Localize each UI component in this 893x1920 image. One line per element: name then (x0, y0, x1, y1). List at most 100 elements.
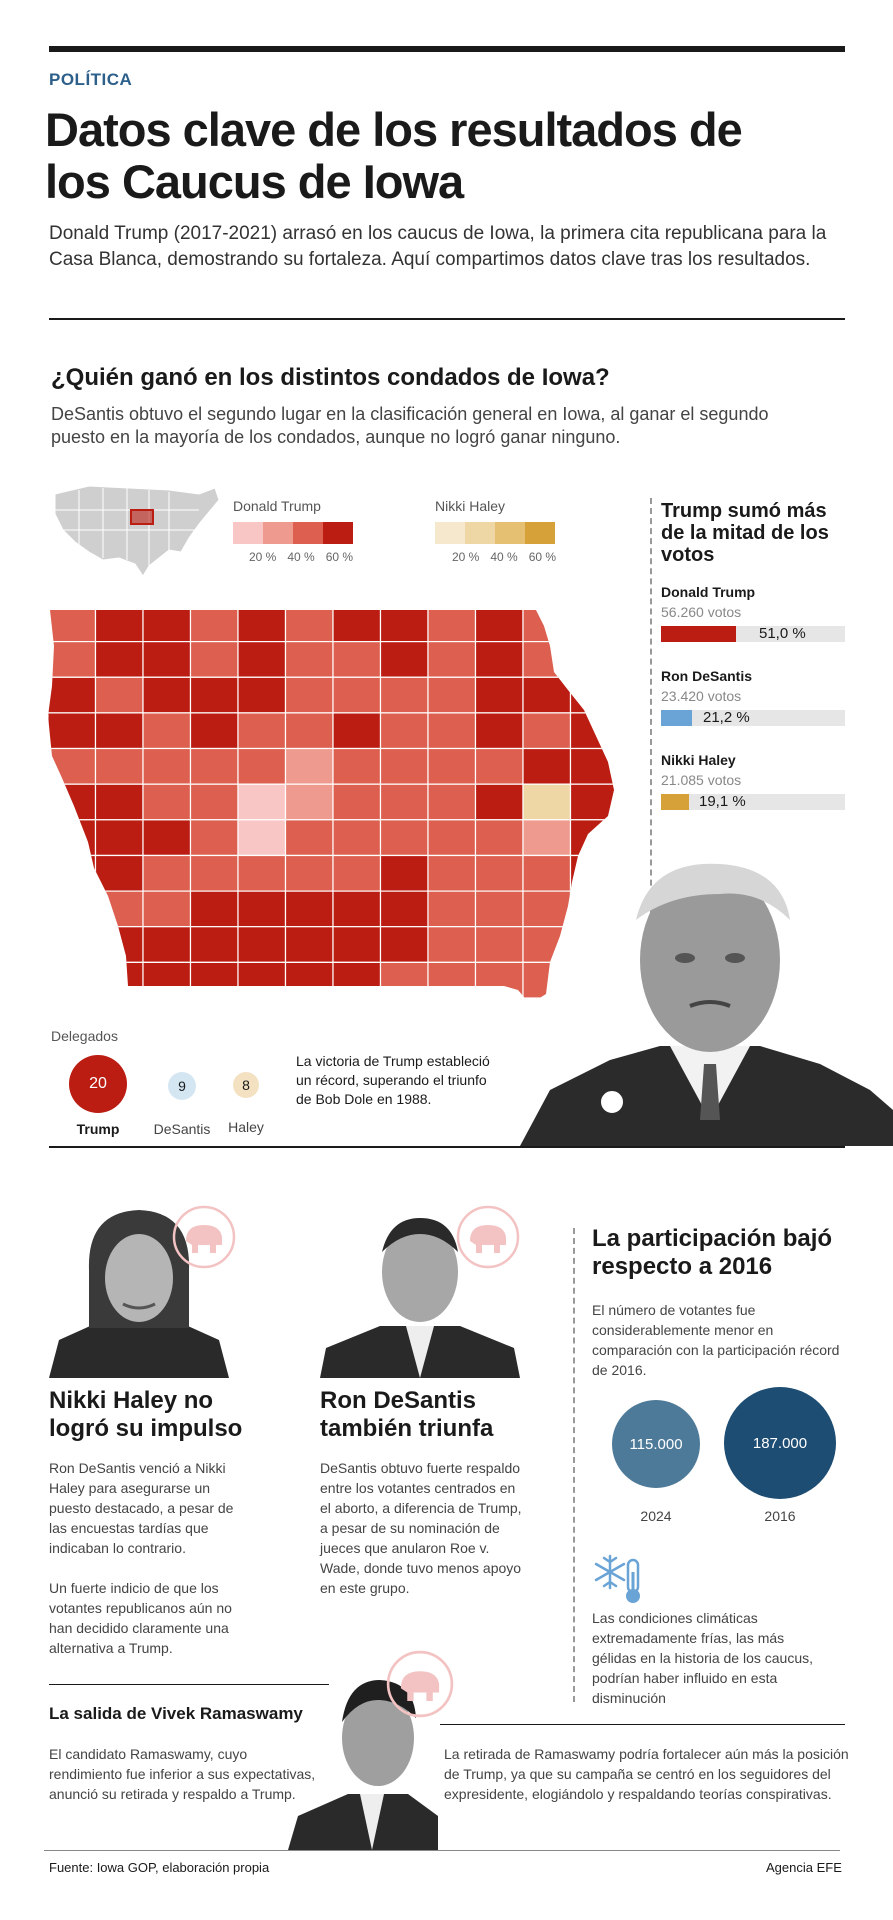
vivek-left-text: El candidato Ramaswamy, cuyo rendimiento… (49, 1746, 316, 1802)
county-shape (48, 712, 97, 750)
results-divider (650, 498, 652, 986)
county-shape (427, 676, 477, 714)
legend-swatch (323, 522, 353, 544)
legend-swatch (233, 522, 263, 544)
haley-paragraph-2: Un fuerte indicio de que los votantes re… (49, 1580, 232, 1656)
ramaswamy-portrait (288, 1680, 438, 1850)
county-shape (332, 610, 382, 643)
bubble-2016: 187.000 (724, 1387, 836, 1499)
county-shape (48, 854, 97, 892)
candidate-name: Nikki Haley (661, 752, 736, 768)
county-shape (332, 640, 382, 678)
desantis-paragraph: DeSantis obtuvo fuerte respaldo entre lo… (320, 1460, 522, 1596)
county-shape (94, 961, 144, 999)
county-shape (94, 890, 144, 928)
county-shape (379, 961, 429, 999)
county-shape (189, 854, 239, 892)
county-shape (427, 640, 477, 678)
county-shape (379, 819, 429, 857)
county-shape (284, 640, 334, 678)
delegate-name: Trump (76, 1121, 120, 1137)
county-shape (142, 926, 192, 963)
delegate-count: 8 (242, 1077, 250, 1093)
county-shape (284, 961, 334, 999)
county-shape (427, 926, 477, 963)
legend-trump-title: Donald Trump (233, 498, 321, 514)
result-percent: 51,0 % (759, 625, 806, 642)
delegate-circle-haley: 8 (233, 1072, 259, 1098)
candidate-votes: 23.420 votos (661, 688, 742, 704)
result-bar: 51,0 % (661, 625, 845, 642)
county-shape (332, 926, 382, 963)
section-divider (49, 1146, 845, 1148)
legend-tick: 20 % (452, 550, 480, 564)
republican-elephant-icon (386, 1650, 454, 1718)
counties-subtitle: DeSantis obtuvo el segundo lugar en la c… (51, 404, 769, 447)
county-shape (474, 819, 524, 857)
legend-haley-ticks: 20 % 40 % 60 % (452, 550, 556, 564)
county-shape (237, 712, 287, 750)
county-shape (94, 747, 144, 785)
county-shape (142, 712, 192, 750)
legend-swatch (465, 522, 495, 544)
county-shape (569, 610, 614, 643)
republican-elephant-icon (599, 1089, 625, 1115)
county-shape (237, 676, 287, 714)
county-shape (379, 640, 429, 678)
result-trump: Donald Trump 56.260 votos 51,0 % (661, 584, 845, 642)
legend-tick: 60 % (528, 550, 557, 564)
page-title: Datos clave de los resultados de los Cau… (45, 103, 743, 208)
top-rule (49, 46, 845, 52)
county-shape (379, 676, 429, 714)
county-shape (189, 747, 239, 785)
county-shape (48, 610, 97, 643)
county-shape (94, 819, 144, 857)
county-shape (427, 747, 477, 785)
county-shape (332, 890, 382, 928)
county-shape (569, 676, 614, 714)
result-percent: 19,1 % (699, 793, 746, 810)
haley-paragraph-1: Ron DeSantis venció a Nikki Haley para a… (49, 1460, 234, 1556)
candidate-votes: 21.085 votos (661, 772, 742, 788)
county-shape (189, 676, 239, 714)
county-shape (189, 819, 239, 857)
legend-swatch (435, 522, 465, 544)
county-shape (522, 610, 572, 643)
county-shape (94, 676, 144, 714)
county-shape (522, 676, 572, 714)
county-shape (379, 854, 429, 892)
legend-swatch (263, 522, 293, 544)
counties-title: ¿Quién ganó en los distintos condados de… (51, 364, 610, 391)
delegate-name: DeSantis (153, 1121, 211, 1137)
haley-title: Nikki Haley no logró su impulso (49, 1387, 243, 1442)
legend-haley-title: Nikki Haley (435, 498, 506, 514)
haley-portrait (49, 1210, 229, 1378)
county-shape (332, 854, 382, 892)
republican-elephant-icon (456, 1205, 520, 1269)
county-shape (284, 890, 334, 928)
result-bar: 19,1 % (661, 793, 845, 810)
iowa-county-map (48, 610, 614, 999)
county-shape (427, 712, 477, 750)
weather-note: Las condiciones climáticas extremadament… (592, 1610, 814, 1706)
county-shape (427, 819, 477, 857)
county-shape (142, 783, 192, 821)
county-shape (237, 640, 287, 678)
county-shape (284, 712, 334, 750)
county-shape (284, 854, 334, 892)
county-shape (474, 640, 524, 678)
county-shape (474, 961, 524, 999)
county-shape (284, 676, 334, 714)
result-percent: 21,2 % (703, 709, 750, 726)
lede-paragraph: Donald Trump (2017-2021) arrasó en los c… (49, 223, 827, 270)
legend-swatch (293, 522, 323, 544)
county-shape (284, 610, 334, 643)
county-shape (474, 712, 524, 750)
county-shape (569, 747, 614, 785)
county-shape (48, 890, 97, 928)
county-shape (142, 890, 192, 928)
county-shape (522, 854, 572, 892)
county-shape (522, 747, 572, 785)
county-shape (142, 961, 192, 999)
candidate-name: Donald Trump (661, 584, 756, 600)
